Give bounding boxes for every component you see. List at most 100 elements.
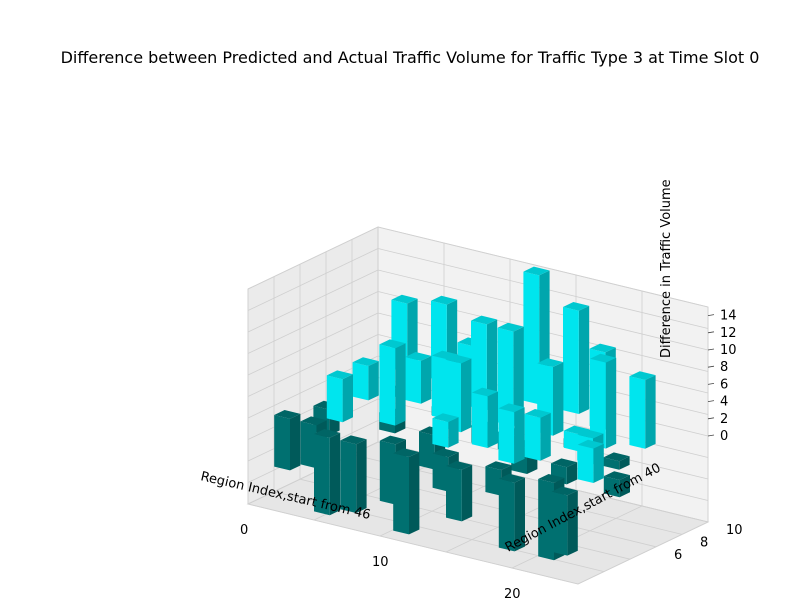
bar-top (326, 370, 353, 380)
bar-side (290, 413, 301, 471)
bar-side (593, 443, 604, 483)
grid-line (247, 248, 379, 311)
bar-front (524, 414, 541, 461)
bar-top (589, 343, 616, 353)
bar-side (619, 475, 630, 498)
bar-top (314, 429, 341, 438)
grid-line (577, 521, 709, 585)
bar-top (471, 315, 498, 325)
bar-top (446, 461, 473, 470)
grid-line (247, 312, 379, 376)
z-tick-label: 0 (720, 429, 728, 444)
bar-17-2 (498, 403, 525, 464)
x-tick-label: 20 (504, 587, 521, 600)
bar-front (432, 418, 449, 448)
bar-side (553, 362, 564, 436)
bar-11-0 (393, 448, 420, 535)
bar-5-0 (314, 429, 341, 516)
bar-side (540, 412, 551, 461)
bar-side (421, 355, 432, 404)
bar-side (567, 490, 578, 556)
bar-top (603, 471, 630, 480)
bar-front (419, 431, 435, 470)
bar-front (551, 491, 568, 556)
bar-front (431, 355, 448, 420)
bar-front (603, 476, 620, 498)
bar-12-2 (432, 413, 459, 448)
z-tick-label: 10 (720, 343, 737, 358)
bar-top (379, 435, 406, 445)
bar-top (577, 429, 604, 439)
bar-top (538, 474, 565, 483)
bar-19-0 (498, 473, 525, 552)
bar-top (405, 352, 432, 361)
bar-side (514, 407, 525, 464)
bar-front (485, 466, 502, 496)
bar-7-3 (379, 339, 406, 426)
z-tick-mark (707, 348, 715, 351)
bar-top (471, 387, 498, 397)
bar-top (523, 266, 550, 276)
bar-top (551, 486, 578, 496)
bar-side (645, 375, 656, 449)
grid-line (247, 503, 579, 585)
bar-1-1 (274, 410, 301, 471)
bar-side (513, 326, 524, 427)
y-tick-label: 6 (674, 548, 682, 563)
bar-side (329, 432, 341, 516)
bar-top (445, 354, 472, 364)
bar-top (393, 448, 420, 457)
y-tick-label: 10 (726, 523, 743, 538)
bar-15-9 (563, 302, 590, 414)
z-tick-mark (707, 434, 715, 437)
chart-title: Difference between Predicted and Actual … (60, 48, 760, 67)
bar-7-0 (340, 435, 367, 513)
bar-front (603, 457, 620, 470)
bar-front (497, 327, 514, 427)
bar-front (379, 440, 396, 505)
grid-line (247, 334, 379, 397)
bar-front (445, 359, 461, 433)
z-tick-mark (707, 314, 715, 316)
bar-front (432, 453, 449, 492)
bar-side (342, 374, 353, 423)
bar-front (577, 444, 594, 483)
z-tick-mark (707, 383, 715, 385)
bar-top (432, 413, 459, 422)
bar-14-3 (471, 387, 498, 448)
bar-front (379, 344, 396, 426)
bar-front (274, 415, 290, 471)
bar-6-6 (405, 352, 432, 404)
bar-side (486, 319, 498, 411)
bar-top (537, 358, 564, 367)
bar-top (352, 357, 379, 366)
bar-front (538, 479, 554, 561)
bar-top (551, 458, 578, 468)
bar-13-6 (497, 322, 524, 427)
bar-23-2 (577, 439, 604, 483)
bar-11-4 (445, 354, 472, 433)
bar-front (629, 376, 646, 449)
x-tick-label: 10 (372, 555, 389, 570)
bar-side (605, 357, 617, 449)
bar-front (340, 440, 357, 513)
bar-top (563, 302, 590, 311)
z-tick-label: 4 (720, 395, 728, 410)
bar-side (487, 391, 498, 448)
bar-top (524, 409, 551, 418)
bar-top (498, 473, 525, 483)
z-tick-mark (707, 417, 715, 420)
bar-top (432, 448, 459, 458)
bar-front (563, 430, 580, 452)
z-tick-label: 8 (720, 360, 728, 375)
bar-side (514, 477, 525, 552)
bar-side (448, 417, 459, 448)
bar-top (603, 452, 630, 462)
bar-top (431, 295, 458, 305)
bar-front (563, 307, 579, 414)
bar-front (471, 392, 488, 448)
bar-22-7 (629, 371, 656, 449)
bar-front (352, 362, 369, 401)
bar-front (498, 408, 515, 464)
